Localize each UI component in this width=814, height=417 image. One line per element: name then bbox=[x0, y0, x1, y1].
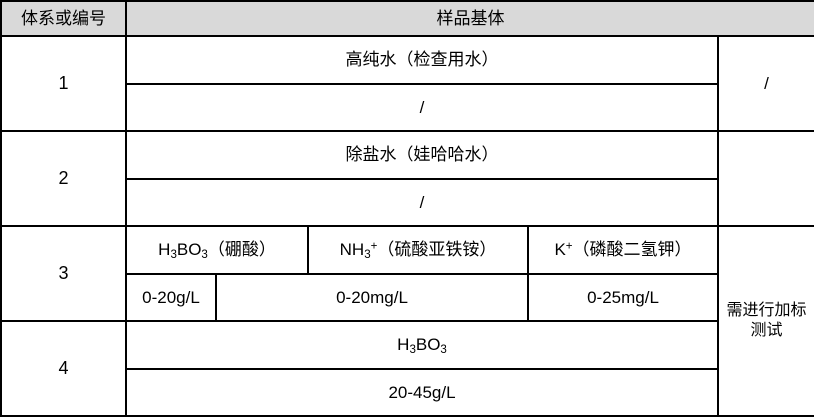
table-row-3-analytes: 3 H3BO3（硼酸） NH3+（硫酸亚铁铵） K+（磷酸二氢钾） 需进行加标测… bbox=[0, 225, 814, 417]
analyte-3-formula: K+ bbox=[554, 240, 573, 260]
header-cell-id: 体系或编号 bbox=[0, 0, 127, 37]
row-3-analyte-2: NH3+（硫酸亚铁铵） bbox=[307, 225, 529, 275]
row-4-formula-text: H3BO3 bbox=[397, 335, 447, 357]
table-row-3-ranges: 0-20g/L 0-20mg/L 0-25mg/L bbox=[1, 272, 814, 322]
row-3-range-2: 0-20mg/L bbox=[215, 272, 529, 322]
row-3-range-1: 0-20g/L bbox=[125, 272, 217, 322]
row-1-matrix: 高纯水（检查用水） bbox=[125, 35, 719, 85]
table-row-1-matrix: 1 高纯水（检查用水） / bbox=[0, 35, 814, 132]
row-3-analyte-3: K+（磷酸二氢钾） bbox=[527, 225, 719, 275]
table-row-2-concentration: / bbox=[1, 177, 814, 227]
analyte-1-formula: H3BO3 bbox=[158, 240, 208, 262]
table-row-4-concentration: 20-45g/L bbox=[1, 367, 814, 417]
table-header-row: 体系或编号 样品基体 bbox=[0, 0, 814, 37]
row-3-analyte-1: H3BO3（硼酸） bbox=[125, 225, 309, 275]
table-row-1-concentration: / bbox=[1, 82, 814, 132]
header-cell-matrix: 样品基体 bbox=[124, 0, 814, 37]
analyte-2-name: （硫酸亚铁铵） bbox=[377, 240, 497, 260]
row-id-1: 1 bbox=[0, 35, 127, 132]
table-row-4-formula: 4 H3BO3 bbox=[0, 320, 814, 417]
analyte-3-name: （磷酸二氢钾） bbox=[572, 240, 692, 260]
row-3-range-3: 0-25mg/L bbox=[527, 272, 719, 322]
row-2-concentration: / bbox=[125, 177, 719, 227]
analyte-2-formula: NH3+ bbox=[339, 240, 378, 262]
row-3-4-note: 需进行加标测试 bbox=[716, 225, 814, 417]
row-1-note: / bbox=[716, 35, 814, 132]
row-id-2: 2 bbox=[0, 130, 127, 227]
row-4-formula: H3BO3 bbox=[125, 320, 719, 370]
row-2-note bbox=[716, 130, 814, 227]
row-2-matrix: 除盐水（娃哈哈水） bbox=[125, 130, 719, 180]
row-1-concentration: / bbox=[125, 82, 719, 132]
row-id-3: 3 bbox=[0, 225, 127, 322]
analyte-1-name: （硼酸） bbox=[207, 240, 276, 260]
table-row-2-matrix: 2 除盐水（娃哈哈水） bbox=[0, 130, 814, 227]
row-4-concentration: 20-45g/L bbox=[125, 367, 719, 417]
row-id-4: 4 bbox=[0, 320, 127, 417]
